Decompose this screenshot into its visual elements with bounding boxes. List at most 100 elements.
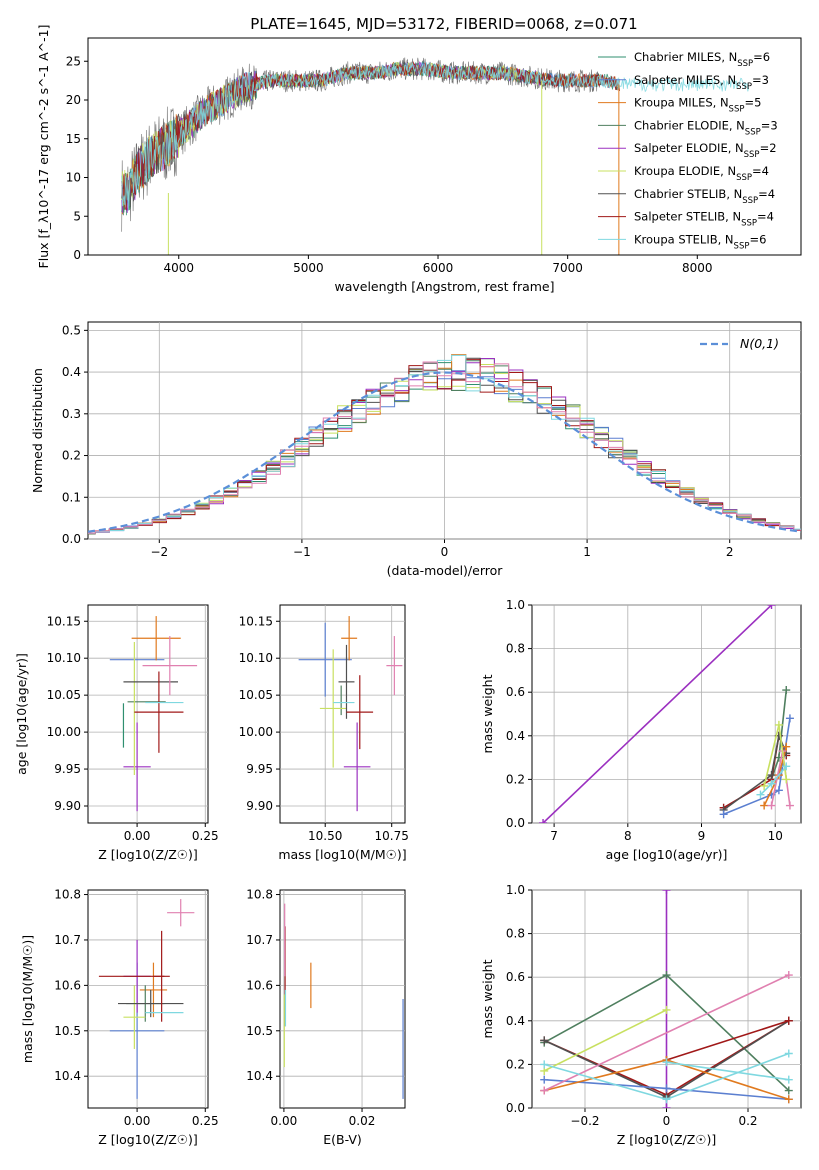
x-axis-label: Z [log10(Z/Z☉)]: [617, 1132, 717, 1147]
y-tick-label: 0.8: [506, 642, 525, 656]
y-tick-label: 10.15: [47, 614, 81, 628]
x-tick-label: 2: [726, 545, 734, 559]
y-tick-label: 0.8: [506, 927, 525, 941]
mass-weight-line: [542, 605, 773, 823]
x-tick-label: 10.75: [375, 829, 409, 843]
mass-weight-marker: [540, 1036, 549, 1045]
y-tick-label: 1.0: [506, 598, 525, 612]
x-tick-label: 0.25: [192, 1114, 219, 1128]
mass-weight-marker: [662, 890, 671, 894]
y-tick-label: 10.4: [54, 1069, 81, 1083]
y-tick-label: 10.05: [47, 688, 81, 702]
mass_weight_vs_age-axes: 7 8 9 10 0.0 0.2 0.4 0.6 0.8 1.0 age [log10(age/yr…: [480, 598, 802, 862]
mass-weight-marker: [719, 810, 728, 819]
mass-weight-marker: [785, 714, 794, 723]
residual-legend: N(0,1): [700, 336, 779, 351]
x-tick-label: 7: [550, 829, 558, 843]
y-tick-label: 0.1: [62, 490, 81, 504]
mass-weight-marker: [540, 1060, 549, 1069]
x-tick-label: 0.02: [349, 1114, 376, 1128]
mass_vs_ebv-axes: 0.00 0.02 10.4 10.5 10.6 10.7 10.8 E(B-V): [246, 888, 406, 1147]
y-tick-label: 9.95: [246, 762, 273, 776]
x-axis-label: E(B-V): [323, 1132, 362, 1147]
mass_vs_ebv-points: [283, 903, 404, 1099]
x-tick-label: 4000: [163, 261, 194, 275]
y-tick-label: 10.10: [47, 651, 81, 665]
y-tick-label: 10.7: [54, 933, 81, 947]
x-tick-label: 0.00: [124, 829, 151, 843]
y-axis-label: mass [log10(M/M☉)]: [20, 935, 35, 1063]
spectrum-model-line: [121, 61, 620, 216]
legend-label: Salpeter MILES, NSSP=3: [634, 73, 769, 92]
y-tick-label: 10: [66, 171, 81, 185]
spectrum-data-line: [121, 57, 601, 232]
y-tick-label: 9.90: [246, 799, 273, 813]
y-axis-label: mass weight: [480, 959, 495, 1038]
mass-weight-marker: [767, 605, 776, 609]
legend-label: Kroupa ELODIE, NSSP=4: [634, 164, 769, 183]
x-tick-label: 6000: [423, 261, 454, 275]
age_vs_Z-axes: 0.00 0.25 9.90 9.95 10.00 10.05 10.10 10.15 Z [l…: [14, 604, 219, 862]
y-tick-label: 25: [66, 54, 81, 68]
x-tick-label: 7000: [552, 261, 583, 275]
y-tick-label: 0: [73, 248, 81, 262]
y-tick-label: 10.6: [54, 978, 81, 992]
x-tick-label: 0.2: [738, 1114, 757, 1128]
x-axis-label: Z [log10(Z/Z☉)]: [98, 1132, 198, 1147]
mass_vs_Z-axes: 0.00 0.25 10.4 10.5 10.6 10.7 10.8 Z [log10(Z/Z…: [20, 888, 219, 1147]
y-axis-label: age [log10(age/yr)]: [14, 653, 29, 775]
mass-weight-marker: [774, 786, 783, 795]
x-tick-label: 8: [624, 829, 632, 843]
y-tick-label: 0.0: [506, 816, 525, 830]
legend-label: Kroupa STELIB, NSSP=6: [634, 232, 766, 251]
age_vs_Z-points: [109, 616, 198, 812]
legend-label: Kroupa MILES, NSSP=5: [634, 96, 761, 115]
mass-weight-marker: [539, 819, 548, 823]
residuals-axes: −2 −1 0 1 2 0.0 0.1 0.2 0.3 0.4 0.5 (data-model)/er…: [30, 321, 802, 578]
y-axis-label: Flux [f_λ10^-17 erg cm^-2 s^-1 A^-1]: [36, 25, 51, 269]
mass-weight-marker: [767, 771, 776, 780]
y-tick-label: 10.8: [54, 888, 81, 902]
spectrum-model-line: [121, 62, 749, 211]
x-tick-label: −1: [293, 545, 311, 559]
spectrum-lines: [121, 57, 749, 255]
plot-frame: [279, 604, 406, 824]
plot-frame: [531, 604, 802, 824]
mass-weight-marker: [782, 775, 791, 784]
gaussian-curve: [88, 371, 801, 533]
mass-weight-marker: [662, 1104, 671, 1108]
x-tick-label: 9: [698, 829, 706, 843]
x-axis-label: age [log10(age/yr)]: [606, 847, 728, 862]
mass-weight-marker: [662, 1058, 671, 1067]
mass-weight-marker: [540, 1075, 549, 1084]
residual-histogram: [88, 358, 801, 534]
mass-weight-marker: [767, 801, 776, 810]
mass-weight-marker: [662, 1095, 671, 1104]
y-axis-label: mass weight: [480, 674, 495, 753]
mass-weight-marker: [784, 971, 793, 980]
x-tick-label: 0.00: [124, 1114, 151, 1128]
mass-weight-line: [723, 733, 788, 811]
y-tick-label: 10.5: [54, 1024, 81, 1038]
mass-weight-marker: [784, 1016, 793, 1025]
x-tick-label: 0: [441, 545, 449, 559]
legend-label: Chabrier MILES, NSSP=6: [634, 50, 770, 69]
mass-weight-marker: [782, 762, 791, 771]
y-tick-label: 10.15: [239, 614, 273, 628]
y-tick-label: 15: [66, 132, 81, 146]
y-tick-label: 10.00: [47, 725, 81, 739]
x-tick-label: −0.2: [570, 1114, 599, 1128]
y-tick-label: 20: [66, 93, 81, 107]
y-tick-label: 0.6: [506, 970, 525, 984]
y-tick-label: 9.90: [54, 799, 81, 813]
plot-frame: [87, 37, 802, 256]
y-tick-label: 10.5: [246, 1024, 273, 1038]
y-tick-label: 10.00: [239, 725, 273, 739]
mass-weight-marker: [784, 1049, 793, 1058]
mass-weight-marker: [540, 1086, 549, 1095]
plot-frame: [87, 604, 209, 824]
y-tick-label: 10.7: [246, 933, 273, 947]
y-tick-label: 0.2: [506, 1057, 525, 1071]
residual-histogram: [88, 361, 801, 534]
